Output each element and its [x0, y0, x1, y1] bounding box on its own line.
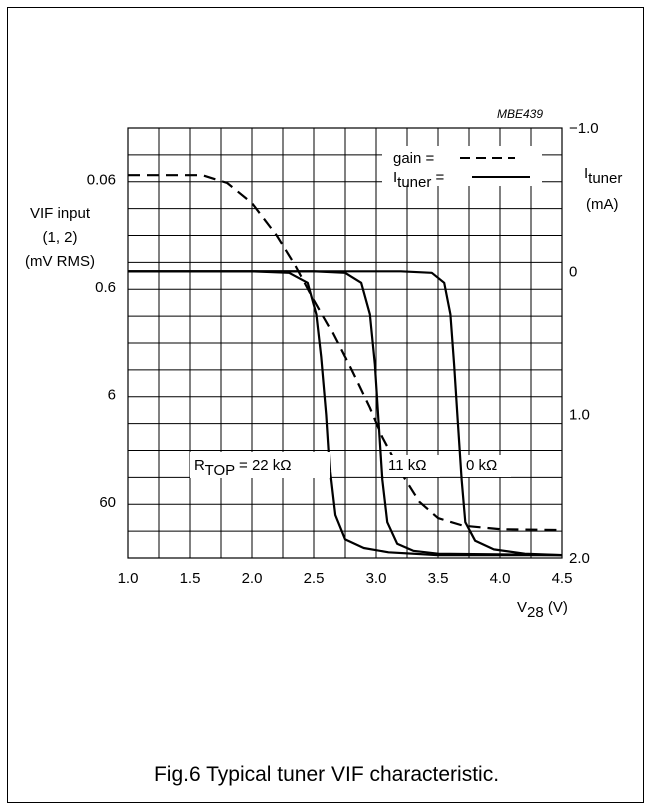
y-right-tick-label: 1.0: [569, 407, 590, 424]
x-tick-labels: 1.0 1.5 2.0 2.5 3.0 3.5 4.0 4.5: [118, 570, 573, 587]
y-left-tick-labels: 0.06 0.6 6 60: [87, 171, 116, 511]
figure-caption: Fig.6 Typical tuner VIF characteristic.: [153, 763, 500, 786]
y-left-tick-label: 60: [99, 494, 116, 511]
y-left-label-line-3: (mV RMS): [25, 253, 95, 270]
x-tick-label: 4.0: [490, 570, 511, 587]
y-right-tick-labels: −1.0 0 1.0 2.0: [569, 120, 599, 567]
y-right-unit: (mA): [586, 196, 619, 213]
y-right-tick-label: −1.0: [569, 120, 599, 137]
plot-frame: [127, 127, 563, 559]
annotation-bg-11k: [384, 455, 440, 477]
annotation-0k: 0 kΩ: [466, 457, 497, 474]
y-left-tick-label: 0.06: [87, 171, 116, 188]
tuner-current-curve-3: [128, 270, 563, 557]
grid-lines: [128, 128, 562, 558]
gain-curve: [128, 174, 563, 532]
figure-frame: [7, 7, 644, 803]
x-tick-label: 2.5: [304, 570, 325, 587]
annotation-rtop-22k: RTOP = 22 kΩ: [194, 457, 292, 479]
legend-gain-label: gain =: [393, 150, 435, 167]
y-left-label-line-1: VIF input: [30, 205, 91, 222]
annotation-11k: 11 kΩ: [388, 457, 426, 474]
x-tick-label: 4.5: [552, 570, 573, 587]
series-layer: [128, 174, 563, 557]
annotation-bg-0k: [463, 455, 511, 477]
x-tick-label: 2.0: [242, 570, 263, 587]
x-tick-label: 1.0: [118, 570, 139, 587]
y-left-tick-label: 6: [108, 386, 116, 403]
legend-tuner-label: Ituner =: [393, 169, 445, 191]
legend-box: [382, 146, 542, 186]
y-right-label: Ituner: [584, 165, 622, 187]
chart-svg: gain = Ituner = RTOP = 22 kΩ 11 kΩ 0 kΩ …: [25, 107, 622, 621]
y-right-tick-label: 0: [569, 263, 577, 280]
x-tick-label: 3.5: [428, 570, 449, 587]
x-tick-label: 1.5: [180, 570, 201, 587]
y-left-tick-label: 0.6: [95, 279, 116, 296]
annotation-bg-22k: [190, 452, 330, 478]
x-tick-label: 3.0: [366, 570, 387, 587]
figure-code: MBE439: [497, 107, 543, 121]
y-left-label-line-2: (1, 2): [42, 229, 77, 246]
y-right-tick-label: 2.0: [569, 550, 590, 567]
x-axis-label: V28 (V): [517, 599, 568, 621]
tuner-current-curve-2: [128, 270, 563, 557]
tuner-current-curve-1: [128, 270, 562, 557]
